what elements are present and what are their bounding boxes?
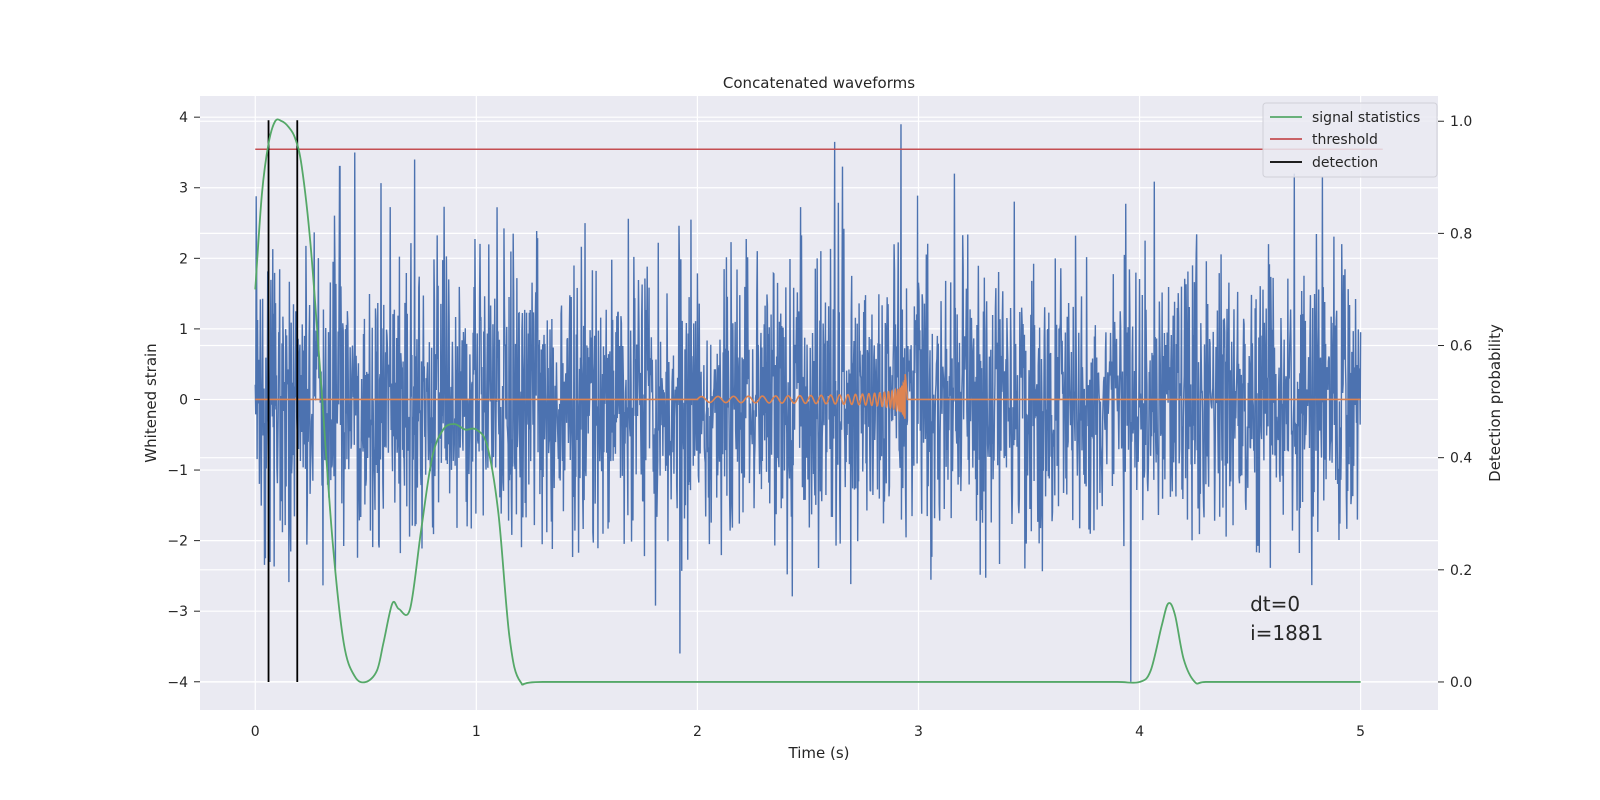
x-tick-label: 3 — [914, 724, 923, 740]
x-axis-ticks: 0 1 2 3 4 5 — [251, 724, 1365, 740]
y-tick-label: −2 — [167, 534, 188, 550]
legend-label-detection: detection — [1312, 155, 1378, 171]
legend: signal statistics threshold detection — [1262, 102, 1438, 178]
legend-box — [1262, 102, 1438, 178]
y-tick-label: 3 — [179, 181, 188, 197]
x-axis-title: Time (s) — [788, 744, 850, 762]
y-tick-label: −4 — [167, 675, 188, 691]
x-tick-label: 0 — [251, 724, 260, 740]
right-y-tick-label: 0.8 — [1450, 226, 1472, 242]
y-tick-label: 1 — [179, 322, 188, 338]
right-y-tick-label: 0.0 — [1450, 675, 1472, 691]
chart-title: Concatenated waveforms — [723, 74, 915, 92]
annotation-index: i=1881 — [1250, 621, 1323, 645]
right-y-axis-ticks: 0.0 0.2 0.4 0.6 0.8 1.0 — [1438, 114, 1472, 691]
x-tick-label: 4 — [1135, 724, 1144, 740]
right-y-tick-label: 0.6 — [1450, 339, 1472, 355]
annotation-dt: dt=0 — [1250, 592, 1300, 616]
x-tick-label: 5 — [1356, 724, 1365, 740]
y-tick-label: 4 — [179, 110, 188, 126]
y-tick-label: 0 — [179, 392, 188, 408]
y-tick-label: −1 — [167, 463, 188, 479]
right-y-tick-label: 0.2 — [1450, 563, 1472, 579]
right-y-tick-label: 1.0 — [1450, 114, 1472, 130]
right-y-tick-label: 0.4 — [1450, 451, 1472, 467]
y-tick-label: 2 — [179, 251, 188, 267]
x-tick-label: 2 — [693, 724, 702, 740]
y-tick-label: −3 — [167, 604, 188, 620]
template-series-line — [255, 374, 1361, 419]
y-axis-ticks: −4 −3 −2 −1 0 1 2 3 4 — [167, 110, 200, 691]
x-tick-label: 1 — [472, 724, 481, 740]
legend-label-threshold: threshold — [1312, 132, 1378, 148]
right-y-axis-title: Detection probability — [1486, 324, 1504, 482]
detection-lines — [267, 120, 299, 682]
y-axis-title: Whitened strain — [142, 343, 160, 462]
signal-statistics-line — [254, 118, 1361, 687]
legend-label-signal-statistics: signal statistics — [1312, 110, 1420, 126]
